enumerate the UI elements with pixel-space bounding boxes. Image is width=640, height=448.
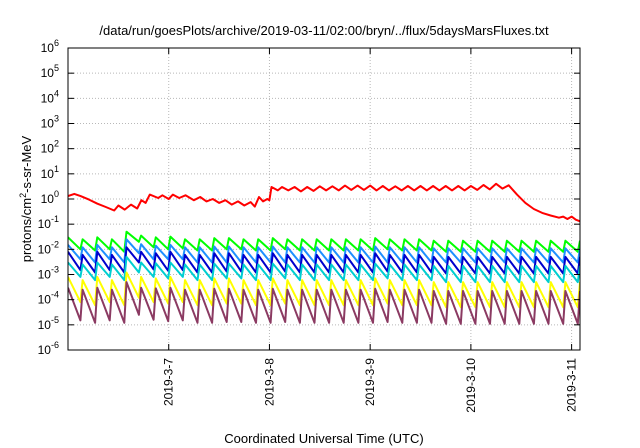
y-tick-label: 105 [41, 63, 59, 80]
series-line [68, 246, 580, 275]
y-axis-title-main: protons/cm [19, 198, 34, 262]
y-axis-title: protons/cm2-s-sr-MeV [18, 135, 34, 262]
x-tick-label: 2019-3-9 [363, 358, 377, 406]
x-tick-label: 2019-3-11 [565, 358, 579, 412]
y-tick-label: 10-6 [38, 340, 59, 357]
x-tick-label: 2019-3-10 [464, 358, 478, 413]
series-line [68, 230, 580, 253]
chart-title: /data/run/goesPlots/archive/2019-03-11/0… [99, 23, 549, 38]
y-tick-label: 100 [41, 189, 59, 206]
y-axis-title-sup: 2 [18, 193, 28, 198]
y-tick-label: 10-4 [38, 290, 59, 307]
y-axis-title-rest: -s-sr-MeV [19, 135, 34, 192]
x-axis-title: Coordinated Universal Time (UTC) [224, 431, 423, 446]
y-tick-label: 10-1 [38, 214, 59, 231]
y-tick-label: 101 [41, 164, 59, 181]
x-tick-label: 2019-3-8 [262, 358, 276, 406]
series-line [68, 255, 580, 284]
y-tick-label: 106 [41, 38, 59, 55]
series-layer [68, 182, 580, 325]
series-line [68, 281, 580, 325]
y-tick-label: 104 [41, 88, 59, 105]
y-tick-label: 10-2 [38, 239, 59, 256]
series-line [68, 182, 580, 223]
x-axis: 2019-3-7 2019-3-8 2019-3-9 2019-3-10 2019-3-… [162, 48, 579, 413]
y-tick-label: 102 [41, 139, 59, 156]
series-line [68, 271, 580, 309]
y-tick-label: 10-3 [38, 265, 59, 282]
series-line [68, 238, 580, 264]
y-tick-label: 10-5 [38, 315, 59, 332]
x-tick-label: 2019-3-7 [162, 358, 176, 406]
y-tick-label: 103 [41, 114, 59, 131]
y-axis: 10-6 10-5 10-4 10-3 10-2 10-1 100 101 102 103 104 1… [38, 38, 580, 357]
